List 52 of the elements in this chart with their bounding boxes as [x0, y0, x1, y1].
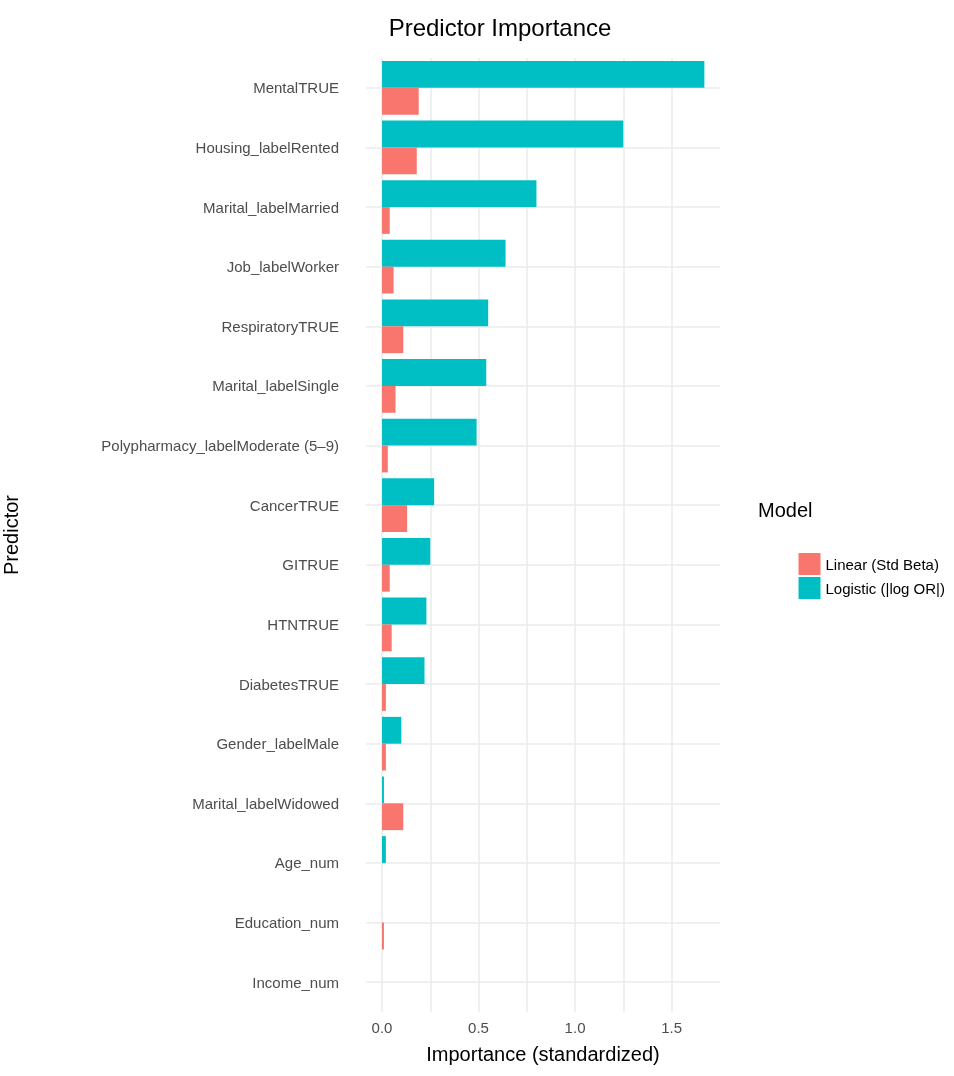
y-tick-label: Gender_labelMale [216, 735, 339, 753]
bar [382, 684, 386, 711]
y-tick-label: Polypharmacy_labelModerate (5–9) [101, 437, 339, 455]
y-tick-label: RespiratoryTRUE [221, 317, 339, 335]
bar [382, 266, 394, 294]
bar [382, 597, 427, 625]
bar [382, 60, 705, 88]
y-tick-label: Age_num [274, 854, 339, 872]
y-tick-label: MentalTRUE [253, 79, 339, 97]
y-tick-label: DiabetesTRUE [238, 675, 339, 693]
y-tick-label: Job_labelWorker [226, 258, 339, 276]
bar [382, 299, 489, 327]
bar [382, 326, 404, 354]
y-tick-label: CancerTRUE [249, 496, 339, 514]
bar [382, 87, 419, 115]
bar [382, 445, 388, 473]
y-tick-label: Marital_labelMarried [203, 198, 339, 216]
y-tick-label: Income_num [252, 973, 339, 991]
bar [382, 624, 392, 652]
x-tick-label: 1.0 [564, 1019, 586, 1036]
bar [382, 180, 537, 208]
bar [382, 803, 404, 831]
x-axis-title: Importance (standardized) [426, 1043, 660, 1065]
y-tick-label: Marital_labelWidowed [192, 794, 339, 812]
x-tick-label: 0.5 [468, 1019, 489, 1036]
y-tick-label: GITRUE [282, 556, 339, 574]
bar [382, 564, 390, 592]
bar [382, 120, 624, 148]
legend-title: Model [758, 499, 813, 521]
y-axis-title: Predictor [0, 494, 22, 576]
bar [382, 537, 431, 565]
bar [382, 657, 425, 685]
legend-label: Linear (Std Beta) [825, 555, 939, 573]
bar [382, 836, 386, 863]
y-tick-label: Education_num [234, 914, 339, 932]
x-tick-label: 0.0 [371, 1019, 393, 1036]
bar [382, 505, 408, 533]
y-tick-label: Marital_labelSingle [212, 377, 339, 395]
bar [382, 207, 390, 234]
bar [382, 359, 487, 386]
legend-label: Logistic (|log OR|) [825, 579, 946, 597]
y-tick-label: Housing_labelRented [195, 138, 339, 156]
bar [382, 716, 402, 744]
bar [382, 478, 435, 506]
bar [382, 239, 506, 267]
bar [382, 147, 417, 175]
y-tick-label: HTNTRUE [267, 615, 339, 633]
bar [382, 385, 396, 413]
bar [382, 743, 386, 771]
x-tick-label: 1.5 [661, 1019, 682, 1036]
chart-title: Predictor Importance [388, 13, 612, 41]
bar [382, 418, 477, 446]
